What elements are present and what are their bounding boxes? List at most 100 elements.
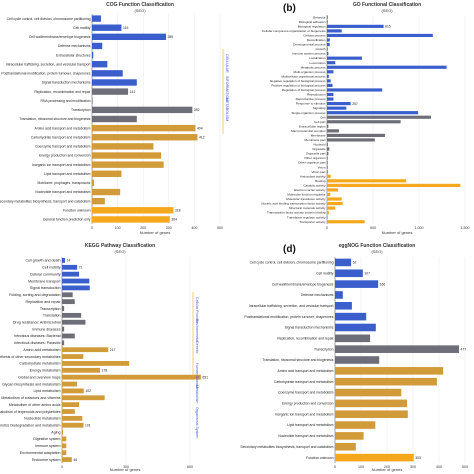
category-label: Translation regulator activity: [287, 215, 326, 219]
bar: [335, 410, 408, 419]
bar: [62, 395, 105, 401]
category-label: Other organism part: [298, 161, 326, 165]
group-label: METABOLISM: [225, 98, 229, 121]
bar: [327, 88, 383, 92]
category-label: Reproduction: [307, 93, 326, 97]
category-label: Macromolecular complex: [291, 129, 326, 133]
category-label: Cell motility: [42, 266, 61, 270]
category-label: Growth: [316, 47, 326, 51]
category-label: Xenobiotics biodegradation and metabolis…: [0, 423, 61, 427]
category-label: Regulation of biological process: [282, 88, 326, 92]
bar: [62, 361, 130, 366]
bar: [327, 124, 329, 128]
data-label: 257: [352, 102, 358, 106]
bar: [92, 24, 122, 31]
data-label: 178: [101, 369, 107, 373]
category-label: Extracellular region: [299, 124, 326, 128]
bar: [62, 436, 67, 442]
chart-title: COG Function Classification: [106, 2, 174, 8]
bar: [92, 15, 101, 22]
category-label: Replication and repair: [26, 300, 62, 304]
bar: [62, 264, 78, 270]
bar: [335, 388, 402, 397]
x-tick-label: 300: [123, 465, 129, 469]
category-label: Cell wall/membrane/envelope biogenesis: [272, 282, 334, 286]
x-tick-label: 100: [115, 226, 121, 230]
bar: [62, 402, 80, 408]
data-label: 289: [167, 35, 173, 39]
x-tick-label: 300: [410, 465, 416, 469]
bar: [92, 170, 122, 177]
x-tick-label: 1,000: [415, 226, 424, 230]
category-label: Cell wall/membrane/envelope biogenesis: [29, 35, 91, 39]
category-label: Organelle: [312, 147, 326, 151]
bar: [62, 258, 65, 263]
bar: [92, 124, 196, 132]
bar: [62, 285, 90, 291]
category-label: Biological regulation: [298, 24, 326, 28]
category-label: Coenzyme transport and metabolism: [35, 145, 91, 149]
category-label: Carbohydrate transport and metabolism: [31, 135, 91, 139]
x-tick-label: 0: [334, 465, 336, 469]
category-label: Lipid transport and metabolism: [44, 172, 91, 176]
bar: [92, 161, 164, 168]
data-label: 107: [364, 272, 370, 276]
category-label: Nucleotide transport and metabolism: [35, 190, 90, 194]
bar: [335, 377, 437, 386]
bar: [327, 170, 328, 174]
category-label: Localization: [309, 56, 326, 60]
category-label: Endocrine system: [32, 458, 61, 462]
x-tick-label: 600: [187, 465, 193, 469]
category-label: Posttranslational modification, protein …: [244, 315, 333, 319]
bar: [62, 443, 67, 449]
bar: [327, 142, 328, 147]
bar: [335, 345, 460, 353]
bar: [335, 334, 371, 343]
category-label: Molecular function regulator: [287, 193, 325, 197]
bar: [327, 220, 365, 224]
group-label: CELLULAR: [225, 54, 229, 73]
chart-subtitle: (SEO): [371, 249, 383, 254]
category-label: Multi-organism process: [294, 70, 326, 74]
bar: [327, 133, 385, 137]
category-label: Immune system process: [292, 52, 326, 56]
plot-area: 0 100 200 300 400 500 Cell cycle control, cell…: [240, 257, 468, 469]
category-label: Digestive system: [33, 437, 60, 441]
x-axis-label: Number of genes: [372, 467, 403, 472]
bar: [327, 52, 329, 56]
bar: [335, 367, 444, 375]
bar: [327, 197, 342, 201]
category-label: Extracellular structures: [56, 53, 91, 57]
chart-subtitle: (SEO): [114, 249, 126, 254]
bar: [327, 138, 375, 142]
chart-subtitle: (SEO): [381, 8, 393, 13]
category-label: Developmental process: [293, 43, 326, 47]
bar: [335, 442, 356, 451]
bar: [62, 354, 84, 359]
group-label: Cellular Process: [195, 297, 199, 323]
category-label: Metabolism of terpenoids and polyketides: [0, 410, 61, 414]
category-label: Lipid metabolism: [34, 389, 61, 393]
data-label: 101: [85, 424, 91, 428]
category-label: Cell motility: [73, 26, 91, 30]
bar: [92, 88, 129, 95]
x-tick-label: 400: [191, 226, 197, 230]
category-label: Immune system: [35, 444, 60, 448]
category-label: Structural molecule activity: [289, 206, 326, 210]
bar: [62, 415, 83, 421]
bar: [327, 161, 328, 165]
x-tick-label: 0: [61, 465, 63, 469]
bar: [327, 188, 339, 192]
bar: [327, 165, 328, 169]
category-label: Transcription: [71, 108, 91, 112]
data-label: 304: [171, 218, 177, 222]
bar: [327, 15, 328, 19]
x-axis-label: Number of genes: [110, 467, 141, 472]
category-label: Nucleoid: [313, 143, 325, 147]
bar: [335, 323, 376, 332]
category-label: Binding: [315, 179, 326, 183]
bar: [327, 192, 331, 197]
bar: [327, 92, 334, 97]
category-label: Cellular community: [30, 272, 61, 276]
